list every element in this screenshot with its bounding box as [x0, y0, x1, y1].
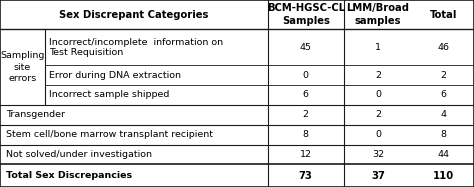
Text: 110: 110 [433, 171, 454, 181]
Text: 73: 73 [299, 171, 313, 181]
Text: 8: 8 [440, 130, 446, 139]
Text: Error during DNA extraction: Error during DNA extraction [49, 70, 181, 80]
Text: Total Sex Discrepancies: Total Sex Discrepancies [6, 171, 132, 180]
Text: Incorrect sample shipped: Incorrect sample shipped [49, 91, 169, 99]
Text: 12: 12 [300, 150, 312, 159]
Text: 4: 4 [440, 110, 446, 119]
Text: 2: 2 [440, 70, 446, 80]
Text: Transgender: Transgender [6, 110, 64, 119]
Text: 32: 32 [372, 150, 384, 159]
Text: 44: 44 [437, 150, 449, 159]
Text: Sex Discrepant Categories: Sex Discrepant Categories [59, 10, 209, 20]
Text: 37: 37 [371, 171, 385, 181]
Text: Incorrect/incomplete  information on
Test Requisition: Incorrect/incomplete information on Test… [49, 38, 223, 57]
Text: Total: Total [429, 10, 457, 20]
Text: Sampling
site
errors: Sampling site errors [0, 51, 45, 83]
Text: 6: 6 [440, 91, 446, 99]
Text: 45: 45 [300, 43, 312, 52]
Text: BCM-HGSC-CL
Samples: BCM-HGSC-CL Samples [267, 3, 345, 26]
Text: 0: 0 [375, 91, 381, 99]
Text: 6: 6 [303, 91, 309, 99]
Text: 1: 1 [375, 43, 381, 52]
Text: 2: 2 [303, 110, 309, 119]
Text: 46: 46 [437, 43, 449, 52]
Text: 2: 2 [375, 70, 381, 80]
Text: LMM/Broad
samples: LMM/Broad samples [346, 3, 410, 26]
Text: 0: 0 [375, 130, 381, 139]
Text: 8: 8 [303, 130, 309, 139]
Text: Not solved/under investigation: Not solved/under investigation [6, 150, 152, 159]
Text: Stem cell/bone marrow transplant recipient: Stem cell/bone marrow transplant recipie… [6, 130, 213, 139]
Text: 0: 0 [303, 70, 309, 80]
Text: 2: 2 [375, 110, 381, 119]
